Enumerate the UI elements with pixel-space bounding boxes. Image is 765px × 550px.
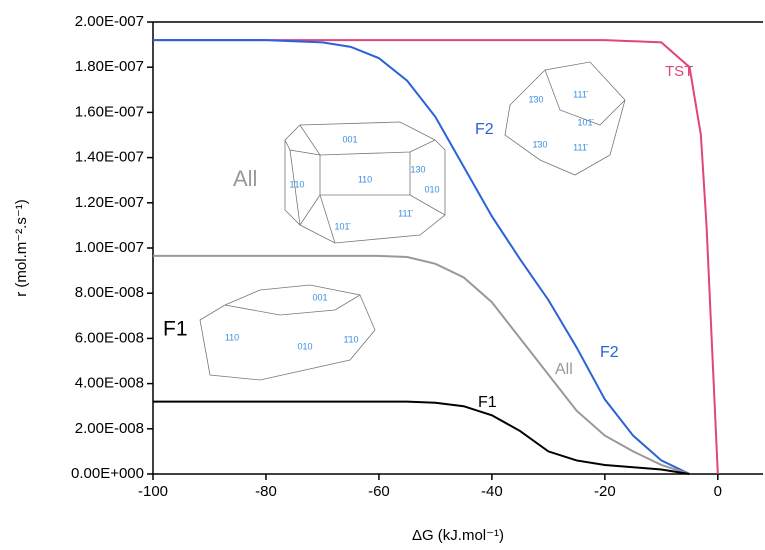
- crystal-all: [284, 121, 446, 244]
- series-line: [153, 400, 690, 475]
- y-tick-label: 6.00E-008: [75, 329, 144, 346]
- crystal-edge: [299, 194, 321, 226]
- crystal-face-label: 110: [225, 332, 239, 342]
- series-line: [153, 39, 691, 475]
- x-tick-label: 0: [714, 483, 722, 500]
- crystal-face-label: 1̄10: [289, 179, 304, 189]
- annotation: All: [555, 361, 573, 378]
- crystal-face-label: 1̄30: [532, 139, 547, 149]
- crystal-edge: [289, 149, 301, 226]
- y-tick-label: 8.00E-008: [75, 284, 144, 301]
- crystal-outline: [504, 61, 626, 176]
- crystal-edge: [224, 294, 361, 316]
- crystal-face-label: 010: [297, 341, 312, 351]
- annotation: F1: [163, 318, 188, 341]
- y-tick-label: 1.60E-007: [75, 103, 144, 120]
- annotation: F1: [478, 394, 497, 411]
- x-tick-label: -60: [368, 483, 390, 500]
- crystal-face-label: 130: [410, 164, 425, 174]
- crystal-face-label: 111̄: [573, 142, 589, 152]
- crystal-edge: [284, 139, 411, 196]
- series-line: [153, 254, 690, 475]
- crystal-f1: [199, 284, 376, 381]
- crystal-face-label: 001: [312, 292, 327, 302]
- crystal-edge: [299, 124, 436, 156]
- crystal-face-label: 1̄10: [343, 334, 358, 344]
- crystal-face-label: 1̄30: [528, 94, 543, 104]
- annotation: F2: [475, 121, 494, 138]
- y-tick-label: 1.80E-007: [75, 58, 144, 75]
- crystal-outline: [199, 284, 376, 381]
- crystal-face-label: 101̄: [577, 117, 594, 127]
- crystal-face-label: 010: [424, 184, 439, 194]
- crystal-face-label: 111̄: [398, 208, 414, 218]
- y-tick-label: 1.40E-007: [75, 149, 144, 166]
- series-line: [153, 39, 719, 475]
- y-tick-label: 1.00E-007: [75, 239, 144, 256]
- x-tick-label: -20: [594, 483, 616, 500]
- crystal-face-label: 101̄: [334, 221, 351, 231]
- y-tick-label: 1.20E-007: [75, 194, 144, 211]
- annotation: All: [233, 166, 257, 191]
- y-tick-label: 2.00E-008: [75, 420, 144, 437]
- x-tick-label: -40: [481, 483, 503, 500]
- annotation: F2: [600, 344, 619, 361]
- y-tick-label: 2.00E-007: [75, 13, 144, 30]
- crystal-f2: [504, 61, 626, 176]
- x-tick-label: -100: [138, 483, 168, 500]
- y-tick-label: 4.00E-008: [75, 375, 144, 392]
- y-tick-label: 0.00E+000: [71, 465, 144, 482]
- y-axis-label: r (mol.m⁻².s⁻¹): [13, 199, 30, 296]
- crystal-face-label: 111̄: [573, 89, 589, 99]
- crystal-face-label: 110: [358, 174, 372, 184]
- annotation: TST: [665, 63, 693, 80]
- crystal-edge: [319, 194, 336, 244]
- x-tick-label: -80: [255, 483, 277, 500]
- x-axis-label: ΔG (kJ.mol⁻¹): [412, 527, 504, 544]
- crystal-face-label: 001: [342, 134, 357, 144]
- crystal-edge: [409, 194, 446, 216]
- crystal-edge: [544, 69, 626, 126]
